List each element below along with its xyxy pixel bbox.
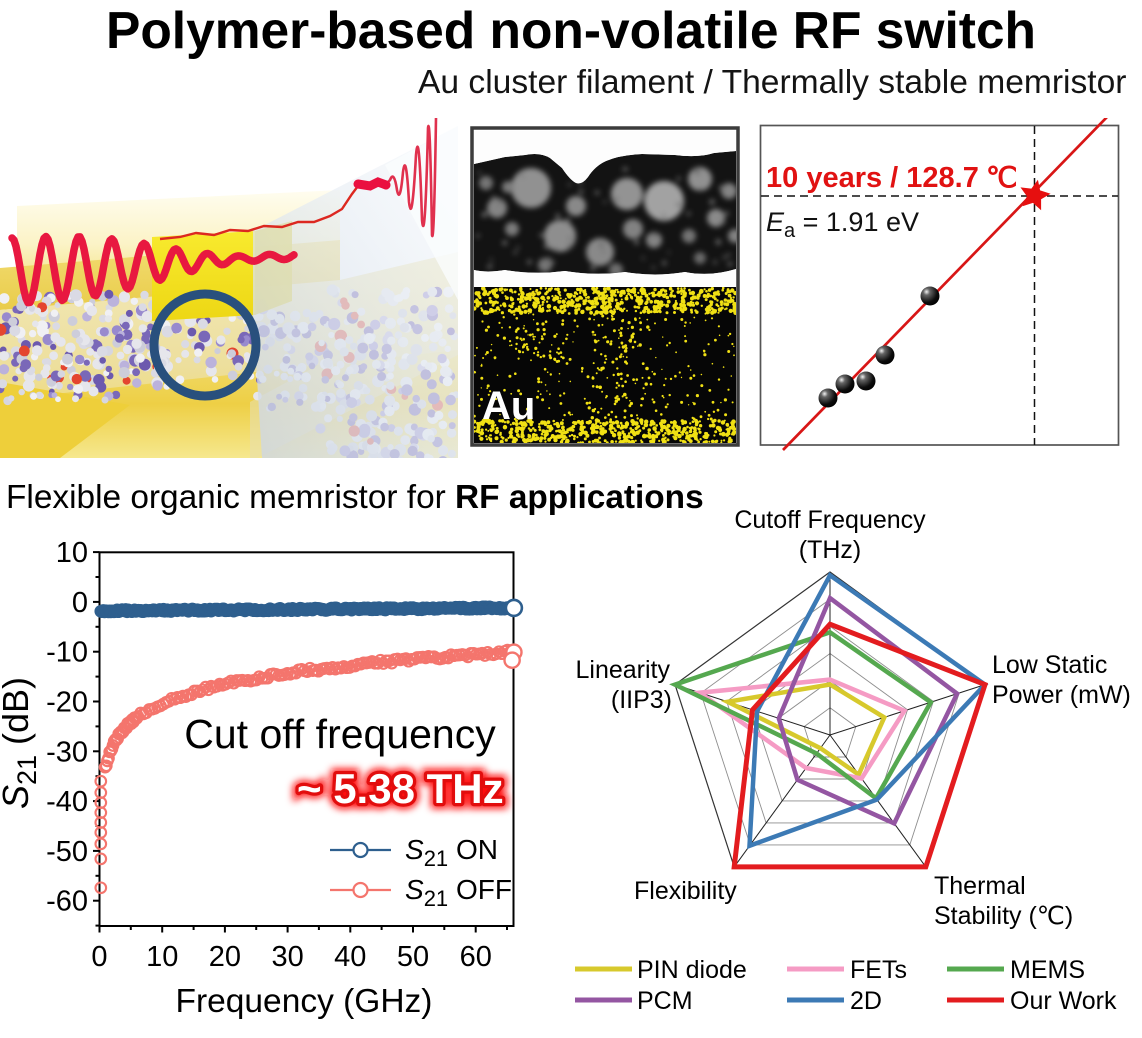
svg-text:40: 40 — [334, 941, 366, 973]
svg-text:50: 50 — [397, 941, 429, 973]
svg-text:~ 5.38 THz: ~ 5.38 THz — [297, 765, 504, 812]
svg-text:(THz): (THz) — [799, 536, 861, 564]
svg-text:~ 5.38 THz: ~ 5.38 THz — [297, 765, 504, 812]
svg-text:Stability (℃): Stability (℃) — [934, 902, 1073, 930]
svg-text:30: 30 — [271, 941, 303, 973]
svg-text:S21 (dB): S21 (dB) — [0, 677, 42, 809]
svg-text:Flexibility: Flexibility — [634, 877, 737, 905]
svg-text:Cutoff Frequency: Cutoff Frequency — [734, 506, 926, 534]
svg-text:0: 0 — [72, 587, 88, 619]
svg-text:10: 10 — [146, 941, 178, 973]
svg-text:Ea = 1.91 eV: Ea = 1.91 eV — [766, 207, 919, 242]
svg-text:-30: -30 — [46, 736, 88, 768]
svg-text:10: 10 — [56, 537, 88, 569]
svg-text:-20: -20 — [46, 687, 88, 719]
svg-text:FETs: FETs — [850, 956, 907, 984]
svg-text:-40: -40 — [46, 786, 88, 818]
svg-text:Cut off frequency: Cut off frequency — [184, 711, 496, 757]
svg-text:S21 ON: S21 ON — [405, 834, 498, 871]
svg-text:Au: Au — [482, 384, 535, 428]
svg-text:Low Static: Low Static — [992, 651, 1107, 679]
svg-text:PIN diode: PIN diode — [637, 956, 747, 984]
svg-text:20: 20 — [209, 941, 241, 973]
svg-text:-10: -10 — [46, 637, 88, 669]
svg-text:Power (mW): Power (mW) — [992, 681, 1131, 709]
svg-text:Thermal: Thermal — [934, 872, 1026, 900]
svg-text:2D: 2D — [850, 987, 882, 1015]
svg-text:-50: -50 — [46, 836, 88, 868]
svg-text:-60: -60 — [46, 886, 88, 918]
svg-text:10 years / 128.7: 10 years / 128.7 — [766, 162, 979, 194]
svg-text:℃: ℃ — [986, 162, 1017, 193]
svg-text:(IIP3): (IIP3) — [611, 686, 672, 714]
svg-text:60: 60 — [460, 941, 492, 973]
svg-text:PCM: PCM — [637, 987, 693, 1015]
svg-text:Our Work: Our Work — [1010, 987, 1117, 1015]
svg-text:0: 0 — [91, 941, 107, 973]
svg-text:Linearity: Linearity — [576, 656, 671, 684]
svg-text:Frequency (GHz): Frequency (GHz) — [176, 983, 433, 1020]
svg-text:MEMS: MEMS — [1010, 956, 1085, 984]
svg-text:S21 OFF: S21 OFF — [405, 874, 512, 911]
